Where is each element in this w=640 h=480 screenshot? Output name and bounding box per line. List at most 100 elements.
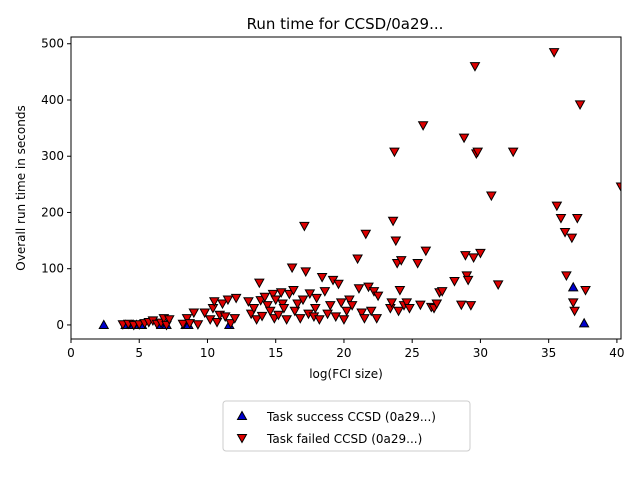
failed-point	[324, 301, 336, 311]
failed-point	[311, 293, 323, 304]
failed-point	[273, 310, 284, 321]
failed-point	[219, 312, 231, 323]
failed-point	[192, 320, 204, 330]
success-point	[98, 319, 110, 330]
failed-point	[559, 228, 571, 238]
failed-point	[299, 221, 310, 232]
failed-point	[309, 303, 321, 314]
failed-point	[371, 314, 383, 324]
failed-point	[207, 303, 219, 314]
failed-point	[372, 291, 384, 302]
failed-point	[353, 284, 365, 294]
failed-point	[469, 62, 481, 72]
x-tick-label: 40	[609, 346, 624, 360]
failed-point	[566, 233, 578, 244]
failed-point	[555, 213, 567, 224]
failed-point	[294, 314, 306, 324]
failed-point	[352, 254, 363, 265]
failed-point	[415, 300, 426, 311]
failed-point	[390, 236, 402, 247]
failed-point	[465, 301, 477, 311]
failed-point	[431, 299, 443, 310]
failed-point	[344, 295, 355, 306]
failed-point	[292, 299, 303, 310]
failed-point	[284, 289, 295, 300]
failed-point	[319, 287, 331, 297]
failed-point	[395, 256, 407, 266]
failed-point	[333, 279, 344, 290]
failed-point	[385, 303, 396, 314]
failed-point	[338, 315, 350, 325]
failed-point	[289, 306, 301, 317]
failed-point	[322, 309, 333, 320]
x-tick-label: 0	[67, 346, 75, 360]
x-tick-label: 25	[405, 346, 420, 360]
failed-point	[449, 276, 460, 287]
failed-point	[256, 311, 268, 322]
failed-point	[230, 293, 242, 304]
failed-point	[181, 314, 193, 324]
legend-box	[222, 400, 471, 452]
success-point	[567, 281, 579, 292]
x-tick-label: 15	[268, 346, 283, 360]
failed-point	[177, 319, 189, 330]
failed-point	[297, 295, 309, 306]
failed-point	[281, 315, 292, 325]
failed-point	[208, 297, 220, 307]
failed-point	[278, 303, 290, 314]
failed-point	[341, 306, 353, 317]
failed-point	[455, 300, 467, 311]
failed-point	[184, 319, 196, 329]
failed-point	[472, 147, 484, 158]
failed-point	[330, 312, 342, 323]
failed-point	[251, 315, 262, 325]
failed-point	[316, 273, 328, 283]
failed-point	[393, 306, 404, 317]
failed-point	[188, 308, 200, 319]
failed-point	[248, 303, 260, 314]
failed-point	[460, 251, 471, 261]
failed-point	[567, 298, 579, 308]
failed-point	[211, 318, 223, 328]
failed-point	[262, 301, 273, 311]
failed-point	[253, 278, 265, 289]
failed-point	[346, 301, 358, 311]
failed-point	[387, 216, 399, 227]
failed-point	[275, 288, 287, 298]
plot-frame	[70, 36, 622, 340]
failed-point	[401, 298, 413, 308]
x-axis-label: log(FCI size)	[309, 367, 383, 381]
failed-point	[286, 263, 298, 274]
failed-point	[300, 267, 312, 278]
failed-point	[204, 315, 216, 325]
data-markers	[98, 48, 621, 331]
failed-point	[288, 285, 299, 296]
failed-point	[420, 246, 432, 257]
failed-point	[475, 248, 486, 259]
failed-point	[492, 280, 504, 290]
failed-point	[360, 229, 372, 240]
failed-point	[163, 315, 175, 325]
failed-point	[412, 258, 423, 269]
success-point	[578, 317, 590, 328]
x-tick-label: 5	[135, 346, 143, 360]
failed-point	[264, 306, 276, 317]
chart-title: Run time for CCSD/0a29...	[247, 15, 444, 33]
legend-marker-failed	[236, 434, 248, 444]
legend-marker-success	[236, 410, 248, 420]
failed-point	[217, 299, 228, 310]
y-tick-label: 0	[56, 318, 64, 332]
y-tick-label: 100	[41, 262, 64, 276]
y-tick-label: 400	[41, 93, 64, 107]
failed-point	[267, 289, 279, 300]
failed-point	[259, 292, 271, 303]
failed-point	[615, 182, 621, 193]
failed-point	[485, 191, 497, 202]
failed-point	[571, 213, 583, 224]
failed-point	[365, 306, 377, 317]
failed-point	[335, 298, 347, 308]
y-tick-label: 500	[41, 37, 64, 51]
failed-point	[561, 271, 572, 281]
